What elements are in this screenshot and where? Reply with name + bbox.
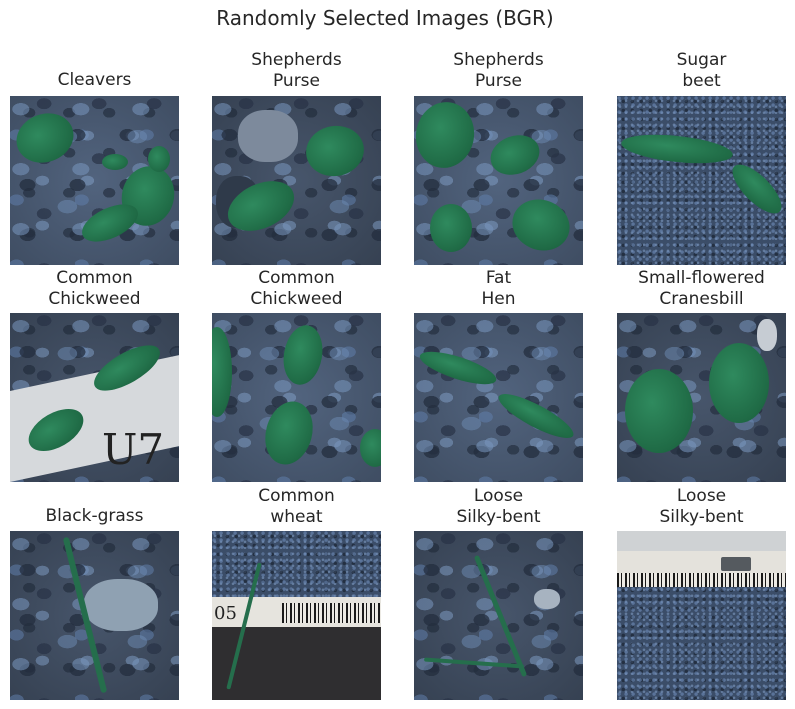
image-title-line: Common (258, 268, 335, 288)
leaf (625, 369, 693, 453)
leaf (148, 146, 170, 172)
image-title: Common wheat (192, 486, 401, 528)
image-title: Common Chickweed (192, 268, 401, 310)
paper-label (617, 551, 786, 575)
paper-label (617, 531, 786, 551)
stone (721, 557, 751, 571)
image-title-line: Fat (485, 268, 512, 288)
plant-image (617, 96, 786, 265)
plant-image (414, 531, 583, 700)
leaf (302, 121, 368, 181)
leaf (505, 191, 577, 259)
image-title-line: Silky-bent (659, 507, 744, 527)
leaf (279, 322, 327, 388)
image-title-line: beet (682, 71, 721, 91)
image-title-line: Shepherds (251, 50, 342, 70)
paper-label-text: U7 (102, 425, 165, 474)
leaf (709, 343, 769, 423)
plant-image (617, 313, 786, 482)
barcode (617, 573, 786, 587)
leaf (485, 128, 545, 182)
leaf (725, 157, 786, 221)
image-title-line: Black-grass (45, 506, 144, 526)
image-title: Sugar beet (597, 50, 795, 92)
stone (84, 579, 158, 631)
image-title-line: Common (56, 268, 133, 288)
figure-title: Randomly Selected Images (BGR) (216, 6, 554, 30)
leaf (102, 154, 128, 170)
leaf (414, 97, 480, 173)
image-title: Shepherds Purse (394, 50, 603, 92)
stone (757, 319, 777, 351)
image-title-line: Shepherds (453, 50, 544, 70)
grass-blade (423, 657, 525, 669)
image-title-line: Chickweed (250, 289, 343, 309)
leaf (416, 345, 500, 391)
plant-image (414, 313, 583, 482)
plant-image (212, 96, 381, 265)
image-title: Common Chickweed (0, 268, 199, 310)
image-title: Shepherds Purse (192, 50, 401, 92)
image-title-line: Silky-bent (456, 507, 541, 527)
image-title-line: Small-flowered (638, 268, 765, 288)
image-title: Small-flowered Cranesbill (597, 268, 795, 310)
image-title-line: Hen (481, 289, 516, 309)
image-title: Loose Silky-bent (394, 486, 603, 528)
image-title-line: Cranesbill (659, 289, 744, 309)
image-title-line: Sugar (676, 50, 727, 70)
leaf (619, 130, 735, 168)
plant-image: 05 (212, 531, 381, 700)
plant-image (212, 313, 381, 482)
image-title: Black-grass (0, 506, 199, 527)
plant-image: U7 (10, 313, 179, 482)
image-title-line: Loose (473, 486, 524, 506)
leaf (360, 429, 381, 467)
image-title-line: Purse (474, 71, 523, 91)
grass-blade (473, 554, 528, 678)
plant-image (414, 96, 583, 265)
plant-image (10, 531, 179, 700)
leaf (212, 327, 232, 417)
image-title: Fat Hen (394, 268, 603, 310)
dark-surface (212, 627, 381, 700)
plant-image (617, 531, 786, 700)
image-title-line: Loose (676, 486, 727, 506)
image-title-line: Purse (272, 71, 321, 91)
barcode (282, 603, 381, 623)
leaf (493, 386, 579, 446)
image-title-line: wheat (270, 507, 323, 527)
image-title-line: Chickweed (48, 289, 141, 309)
stone (534, 589, 560, 609)
image-title-line: Common (258, 486, 335, 506)
image-title: Loose Silky-bent (597, 486, 795, 528)
image-title-line: Cleavers (57, 70, 132, 90)
stone (238, 110, 298, 162)
paper-label-text: 05 (214, 603, 237, 624)
leaf (258, 396, 320, 470)
leaf (430, 204, 472, 252)
leaf (10, 105, 81, 171)
plant-image (10, 96, 179, 265)
image-title: Cleavers (0, 70, 199, 91)
